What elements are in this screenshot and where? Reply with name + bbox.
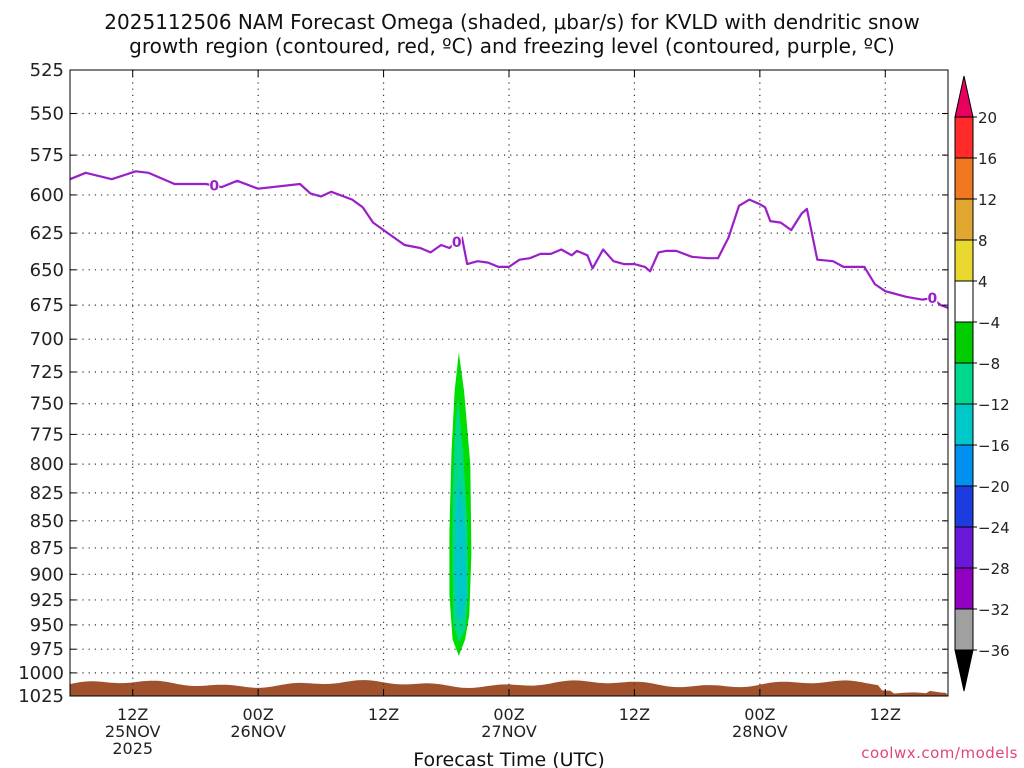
colorbar-swatch	[954, 403, 974, 446]
x-axis-label: Forecast Time (UTC)	[413, 749, 604, 768]
colorbar-label: −24	[978, 519, 1010, 537]
omega-region-3	[454, 475, 467, 620]
omega-shading-layer	[449, 352, 472, 656]
x-tick-label: 12Z	[870, 705, 901, 724]
grid-lines	[70, 70, 948, 696]
freezing-label-bg	[209, 177, 220, 192]
x-tick-date: 25NOV	[105, 722, 161, 741]
x-tick-label: 00Z	[493, 705, 524, 724]
colorbar-label: −36	[978, 642, 1010, 660]
x-tick-label: 12Z	[368, 705, 399, 724]
x-tick-label: 12Z	[117, 705, 148, 724]
y-tick-label: 950	[30, 615, 64, 636]
colorbar-legend: 20 16 12 8 4 −4 −8 −12 −16 −20 −24 −28 −32 −36	[954, 75, 1010, 692]
colorbar-swatch	[954, 157, 974, 200]
y-tick-label: 850	[30, 511, 64, 532]
y-tick-label: 725	[30, 362, 64, 383]
colorbar-top-arrow	[954, 75, 974, 118]
y-tick-label: 1000	[18, 663, 64, 684]
colorbar-swatch	[954, 567, 974, 610]
colorbar-label: −12	[978, 396, 1010, 414]
site-credit: coolwx.com/models	[861, 744, 1018, 762]
colorbar-swatch	[954, 608, 974, 651]
freezing-label-bg	[927, 290, 938, 305]
x-tick-label: 12Z	[619, 705, 650, 724]
x-tick-label: 00Z	[242, 705, 273, 724]
colorbar-label: −20	[978, 478, 1010, 496]
y-tick-label: 525	[30, 60, 64, 81]
colorbar-label: −28	[978, 560, 1010, 578]
colorbar-label: −4	[978, 314, 1000, 332]
colorbar-label: 8	[978, 232, 988, 250]
y-tick-label: 625	[30, 223, 64, 244]
freezing-level-label: 0	[927, 291, 937, 307]
colorbar-label: 4	[978, 273, 988, 291]
x-tick-year: 2025	[112, 739, 153, 758]
colorbar-bottom-arrow	[954, 649, 974, 692]
colorbar-label: −16	[978, 437, 1010, 455]
y-tick-label: 700	[30, 329, 64, 350]
chart-title-line-1: 2025112506 NAM Forecast Omega (shaded, μ…	[104, 10, 920, 34]
y-tick-label: 975	[30, 639, 64, 660]
colorbar-swatch	[954, 485, 974, 528]
y-tick-label: 800	[30, 454, 64, 475]
x-tick-date: 27NOV	[481, 722, 537, 741]
y-tick-label: 600	[30, 185, 64, 206]
x-tick-date: 28NOV	[732, 722, 788, 741]
terrain-layer	[70, 680, 948, 696]
colorbar-swatch	[954, 239, 974, 282]
colorbar-swatch	[954, 444, 974, 487]
colorbar-swatch	[954, 280, 974, 323]
y-tick-label: 1025	[18, 686, 64, 707]
freezing-level-layer: 0 0 0	[69, 170, 949, 309]
colorbar-label: 20	[978, 109, 997, 127]
colorbar-label: 12	[978, 191, 997, 209]
y-tick-label: 775	[30, 424, 64, 445]
colorbar-label: 16	[978, 150, 997, 168]
colorbar-label: −32	[978, 601, 1010, 619]
colorbar-swatch	[954, 198, 974, 241]
chart-title-line-2: growth region (contoured, red, ºC) and f…	[129, 34, 895, 58]
freezing-level-label: 0	[452, 235, 462, 251]
freezing-label-bg	[451, 233, 462, 248]
y-tick-label: 875	[30, 538, 64, 559]
x-tick-date: 26NOV	[230, 722, 286, 741]
terrain-surface	[70, 680, 948, 696]
colorbar-swatch	[954, 362, 974, 405]
y-axis: 525 550 575 600 625 650 675 700 725 750 775 800 825 8…	[18, 60, 948, 707]
y-tick-label: 750	[30, 394, 64, 415]
y-tick-label: 550	[30, 104, 64, 125]
freezing-level-label: 0	[209, 179, 219, 195]
colorbar-label: −8	[978, 355, 1000, 373]
y-tick-label: 825	[30, 483, 64, 504]
y-tick-label: 925	[30, 590, 64, 611]
colorbar-swatch	[954, 526, 974, 569]
colorbar-swatch	[954, 116, 974, 159]
y-tick-label: 900	[30, 564, 64, 585]
y-tick-label: 675	[30, 295, 64, 316]
y-tick-label: 575	[30, 145, 64, 166]
colorbar-swatch	[954, 321, 974, 364]
x-tick-label: 00Z	[744, 705, 775, 724]
y-tick-label: 650	[30, 260, 64, 281]
freezing-level-line	[69, 170, 949, 309]
